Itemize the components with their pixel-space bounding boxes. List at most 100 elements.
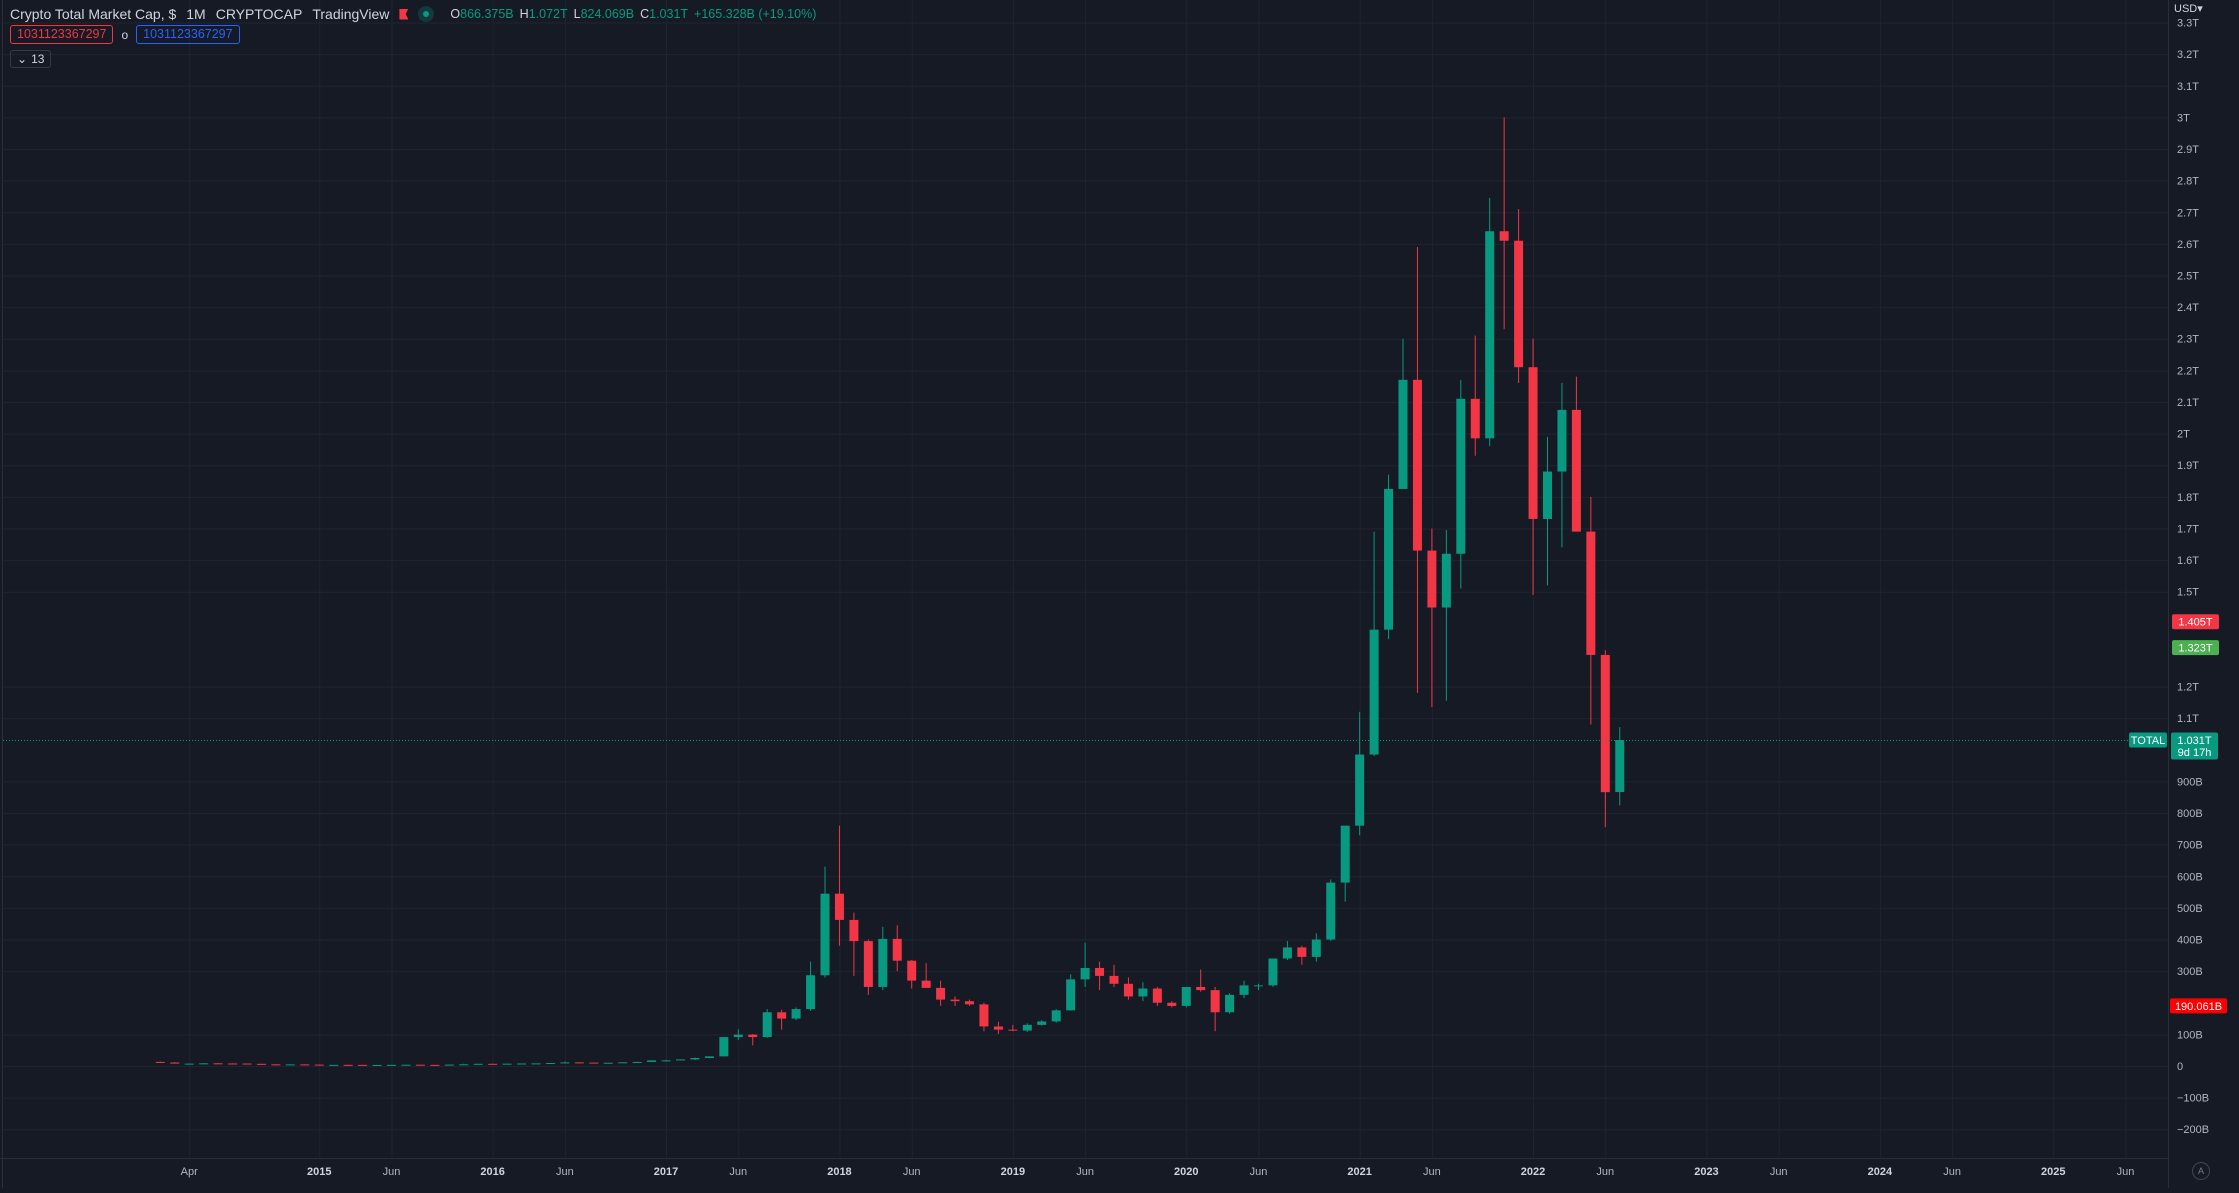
candle[interactable] — [358, 1064, 368, 1066]
candle[interactable] — [444, 1064, 454, 1066]
candle[interactable] — [372, 1064, 382, 1066]
candle[interactable] — [676, 1059, 685, 1061]
candle[interactable] — [1543, 436, 1552, 586]
candle[interactable] — [1022, 1023, 1032, 1032]
candle[interactable] — [1340, 825, 1350, 902]
candle[interactable] — [733, 1029, 743, 1041]
candle[interactable] — [748, 1034, 758, 1046]
candle[interactable] — [199, 1063, 209, 1065]
candle[interactable] — [401, 1064, 411, 1066]
candle[interactable] — [271, 1064, 281, 1066]
candle[interactable] — [285, 1064, 295, 1066]
candle[interactable] — [632, 1061, 642, 1063]
candle[interactable] — [1297, 945, 1307, 965]
market-status-icon[interactable] — [418, 6, 435, 22]
auto-scale-button[interactable]: A — [2192, 1162, 2210, 1180]
candle[interactable] — [1615, 727, 1625, 806]
candle[interactable] — [618, 1062, 628, 1064]
price-axis[interactable]: 3.3T 3.2T 3.1T 3T 2.9T 2.8T 2.7T 2.6T 2.5T 2.4T 2.… — [2177, 18, 2209, 1137]
candle[interactable] — [1600, 650, 1610, 828]
candle[interactable] — [820, 866, 830, 978]
candle[interactable] — [647, 1060, 657, 1062]
candle[interactable] — [213, 1063, 223, 1065]
candle[interactable] — [1210, 986, 1220, 1032]
tag-red[interactable]: 1031123367297 — [10, 25, 114, 44]
candle[interactable] — [430, 1064, 440, 1066]
candle[interactable] — [950, 996, 960, 1006]
candle[interactable] — [704, 1056, 714, 1059]
candle[interactable] — [170, 1062, 180, 1064]
candle[interactable] — [1109, 964, 1119, 987]
candle[interactable] — [387, 1064, 396, 1066]
candle[interactable] — [1326, 879, 1336, 942]
candle[interactable] — [603, 1062, 613, 1064]
candle[interactable] — [560, 1061, 570, 1064]
candle[interactable] — [1412, 247, 1422, 693]
indicators-collapse-button[interactable]: ⌄ 13 — [10, 50, 52, 68]
candle[interactable] — [415, 1064, 425, 1066]
candle[interactable] — [1225, 993, 1235, 1014]
candle[interactable] — [1167, 1001, 1177, 1008]
candle[interactable] — [1037, 1020, 1047, 1026]
candle[interactable] — [690, 1057, 700, 1061]
candle[interactable] — [762, 1009, 772, 1038]
candle[interactable] — [1514, 209, 1524, 384]
candle[interactable] — [473, 1063, 483, 1065]
candle[interactable] — [863, 939, 873, 995]
flag-icon[interactable] — [399, 8, 409, 20]
symbol-title[interactable]: Crypto Total Market Cap, $ — [10, 6, 177, 22]
candle[interactable] — [256, 1063, 266, 1065]
candle[interactable] — [574, 1062, 584, 1064]
currency-selector[interactable]: USD▾ — [2174, 2, 2203, 15]
candle[interactable] — [1470, 335, 1480, 456]
candle[interactable] — [1384, 474, 1394, 640]
candle[interactable] — [488, 1063, 498, 1065]
candle[interactable] — [993, 1021, 1003, 1035]
candle[interactable] — [459, 1063, 469, 1066]
candle[interactable] — [184, 1063, 194, 1065]
candle[interactable] — [300, 1064, 310, 1066]
candle[interactable] — [517, 1063, 527, 1065]
time-axis[interactable]: Apr 2015 Jun 2016 Jun 2017 Jun 2018 Jun 2019 Jun 20… — [181, 1166, 2135, 1178]
candle[interactable] — [791, 1007, 801, 1021]
candle[interactable] — [936, 980, 946, 1006]
candle[interactable] — [1557, 383, 1567, 548]
candle[interactable] — [589, 1062, 599, 1064]
candle[interactable] — [719, 1037, 729, 1057]
candle[interactable] — [1369, 531, 1379, 757]
candle[interactable] — [921, 963, 931, 988]
candle[interactable] — [314, 1064, 324, 1066]
candle[interactable] — [661, 1059, 671, 1062]
candle[interactable] — [531, 1063, 541, 1065]
candle[interactable] — [849, 912, 859, 976]
candle[interactable] — [1528, 338, 1538, 595]
interval-label[interactable]: 1M — [186, 6, 206, 22]
candle[interactable] — [1586, 496, 1596, 725]
tag-blue[interactable]: 1031123367297 — [136, 25, 240, 44]
candle[interactable] — [1254, 983, 1263, 991]
candle[interactable] — [834, 825, 844, 946]
candle[interactable] — [1355, 711, 1365, 836]
candle[interactable] — [502, 1063, 512, 1065]
candle[interactable] — [1485, 198, 1495, 447]
candle[interactable] — [1138, 982, 1148, 1002]
candle[interactable] — [1311, 933, 1321, 962]
candle[interactable] — [1571, 376, 1581, 532]
candle[interactable] — [907, 960, 917, 989]
candle[interactable] — [892, 925, 902, 972]
candle[interactable] — [1080, 942, 1090, 987]
candle[interactable] — [1196, 969, 1206, 992]
candle[interactable] — [1456, 379, 1466, 589]
candle[interactable] — [1499, 117, 1509, 330]
candle[interactable] — [242, 1063, 252, 1065]
candle[interactable] — [1441, 530, 1451, 701]
candle[interactable] — [1066, 974, 1076, 1011]
candle[interactable] — [155, 1061, 165, 1063]
candle[interactable] — [1008, 1024, 1018, 1032]
candle[interactable] — [965, 999, 974, 1006]
candle[interactable] — [228, 1063, 238, 1065]
candle[interactable] — [1398, 338, 1408, 489]
candle[interactable] — [1152, 986, 1162, 1006]
candle[interactable] — [1181, 986, 1191, 1008]
